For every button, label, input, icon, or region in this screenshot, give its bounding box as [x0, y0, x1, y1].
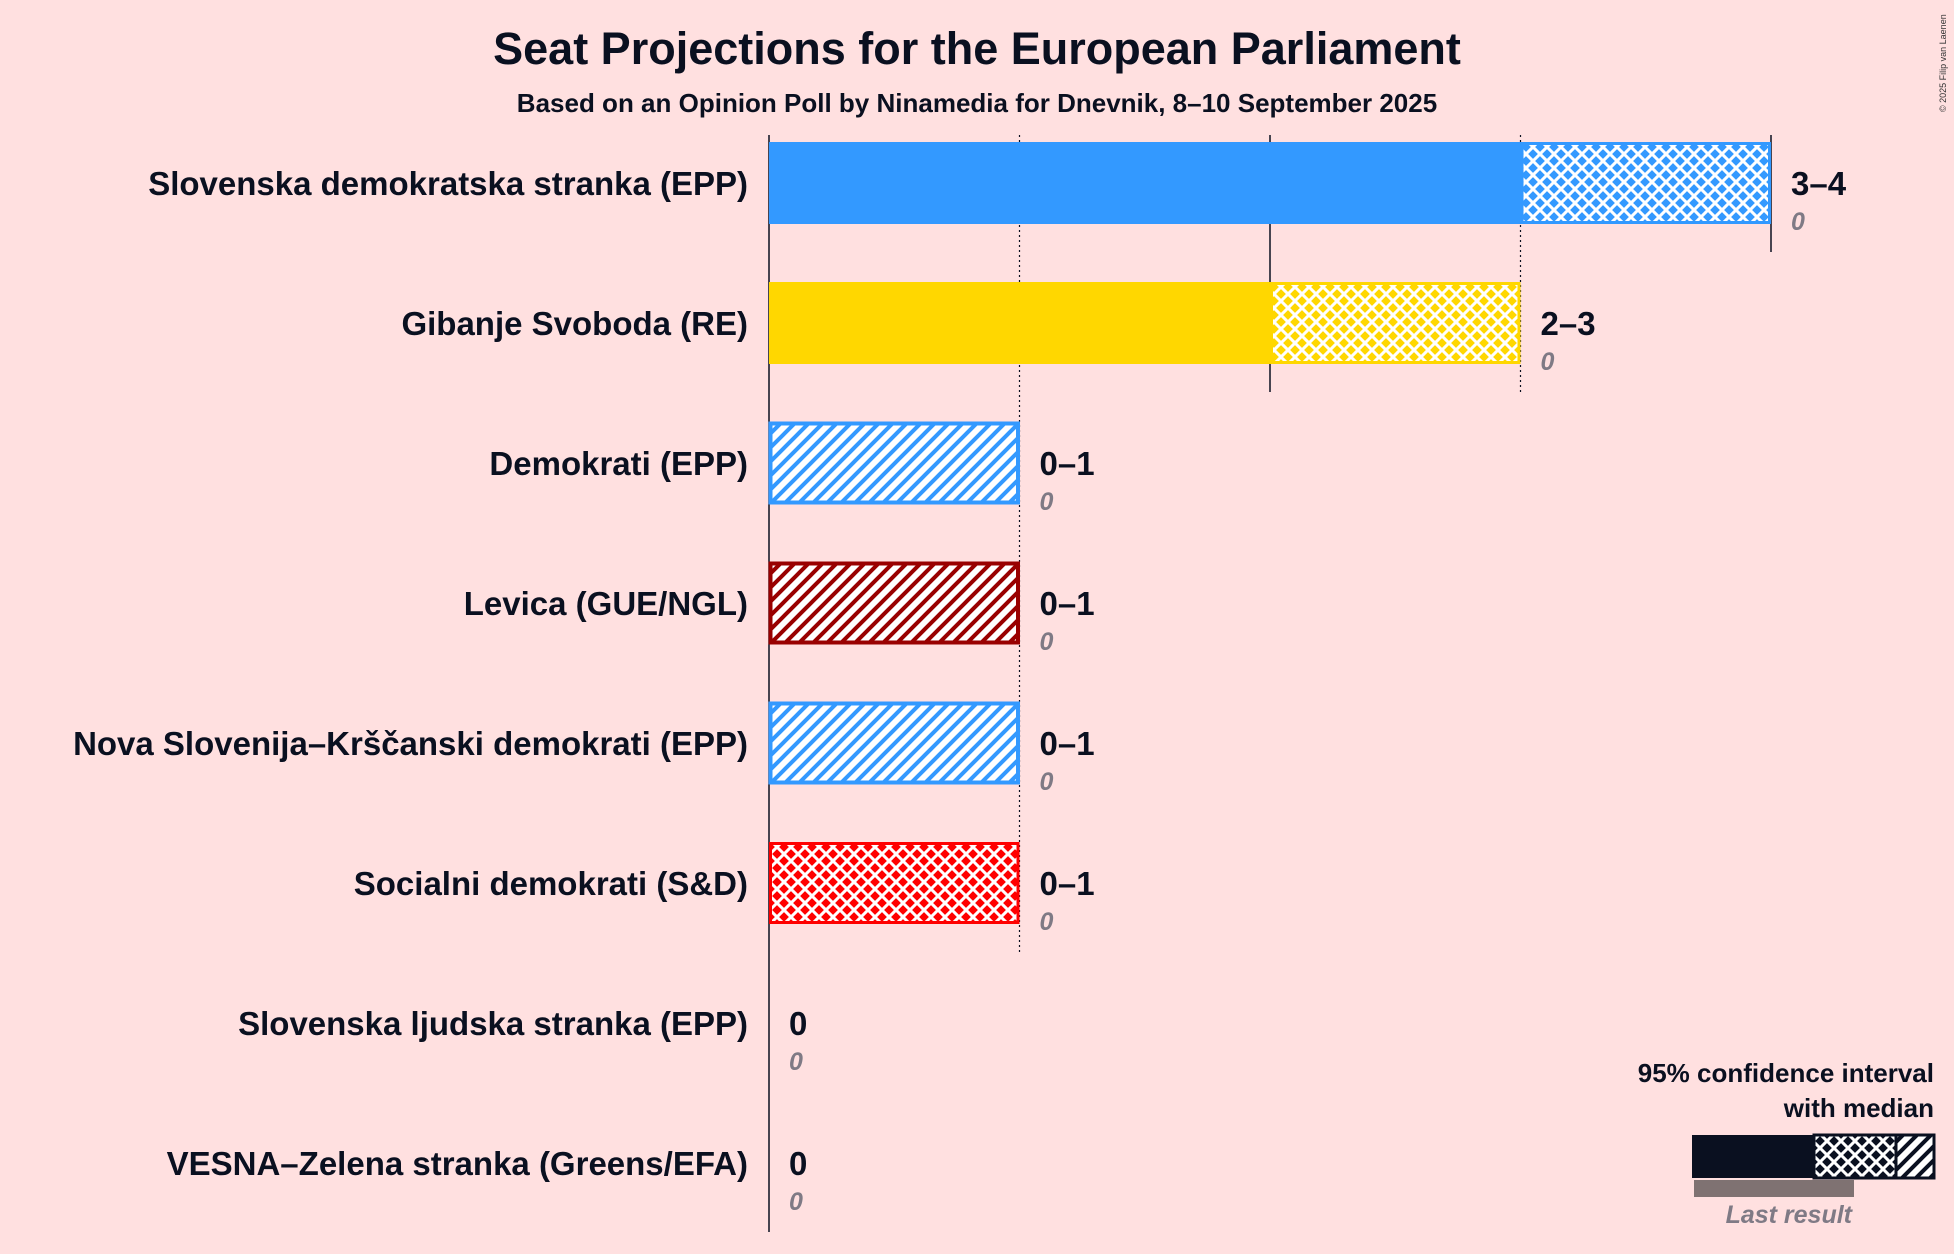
range-label: 0–1 [1040, 725, 1095, 762]
bar-ci-lower [769, 842, 1020, 924]
party-label: Levica (GUE/NGL) [464, 585, 748, 622]
last-result-label: 0 [1040, 628, 1054, 656]
party-row: Slovenska ljudska stranka (EPP) 0 0 [238, 1005, 807, 1076]
legend: 95% confidence interval with median Last… [1638, 1058, 1936, 1229]
range-label: 0 [789, 1005, 807, 1042]
legend-title-line2: with median [1783, 1093, 1934, 1123]
party-row: Levica (GUE/NGL) 0–1 0 [464, 561, 1095, 656]
chart-title: Seat Projections for the European Parlia… [493, 23, 1461, 74]
party-row: Socialni demokrati (S&D) 0–1 0 [354, 842, 1095, 936]
party-label: VESNA–Zelena stranka (Greens/EFA) [167, 1145, 748, 1182]
party-row: Slovenska demokratska stranka (EPP) 3–4 0 [148, 142, 1847, 236]
last-result-label: 0 [1040, 768, 1054, 796]
bar-ci-upper [768, 421, 1020, 505]
last-result-label: 0 [789, 1188, 803, 1216]
chart-subtitle: Based on an Opinion Poll by Ninamedia fo… [517, 88, 1437, 118]
range-label: 0–1 [1040, 585, 1095, 622]
last-result-label: 0 [1040, 488, 1054, 516]
range-label: 3–4 [1791, 165, 1847, 202]
legend-last-result-bar [1694, 1180, 1854, 1197]
party-label: Slovenska demokratska stranka (EPP) [148, 165, 748, 202]
legend-solid-bar [1692, 1135, 1814, 1178]
party-label: Demokrati (EPP) [489, 445, 748, 482]
party-row: Gibanje Svoboda (RE) 2–3 0 [401, 282, 1596, 376]
range-label: 0–1 [1040, 865, 1095, 902]
legend-hatch-bar [1894, 1133, 1936, 1180]
range-label: 0–1 [1040, 445, 1095, 482]
range-label: 0 [789, 1145, 807, 1182]
party-label: Slovenska ljudska stranka (EPP) [238, 1005, 748, 1042]
last-result-label: 0 [1791, 208, 1805, 236]
last-result-label: 0 [789, 1048, 803, 1076]
bar-ci-lower [1270, 282, 1521, 364]
copyright: © 2025 Filip van Laenen [1938, 14, 1948, 112]
party-row: VESNA–Zelena stranka (Greens/EFA) 0 0 [167, 1145, 808, 1216]
bar-ci-upper [768, 561, 1020, 645]
range-label: 2–3 [1541, 305, 1596, 342]
last-result-label: 0 [1541, 348, 1555, 376]
last-result-label: 0 [1040, 908, 1054, 936]
legend-last-result-label: Last result [1726, 1201, 1854, 1229]
party-row: Demokrati (EPP) 0–1 0 [489, 421, 1095, 516]
party-row: Nova Slovenija–Krščanski demokrati (EPP)… [73, 701, 1095, 796]
bar-solid [769, 282, 1270, 364]
legend-crosshatch-bar [1812, 1133, 1898, 1180]
party-label: Socialni demokrati (S&D) [354, 865, 748, 902]
bar-ci-lower [1520, 142, 1771, 224]
party-label: Gibanje Svoboda (RE) [401, 305, 748, 342]
bar-ci-upper [768, 701, 1020, 785]
party-label: Nova Slovenija–Krščanski demokrati (EPP) [73, 725, 748, 762]
legend-title-line1: 95% confidence interval [1638, 1058, 1934, 1088]
bar-solid [769, 142, 1521, 224]
